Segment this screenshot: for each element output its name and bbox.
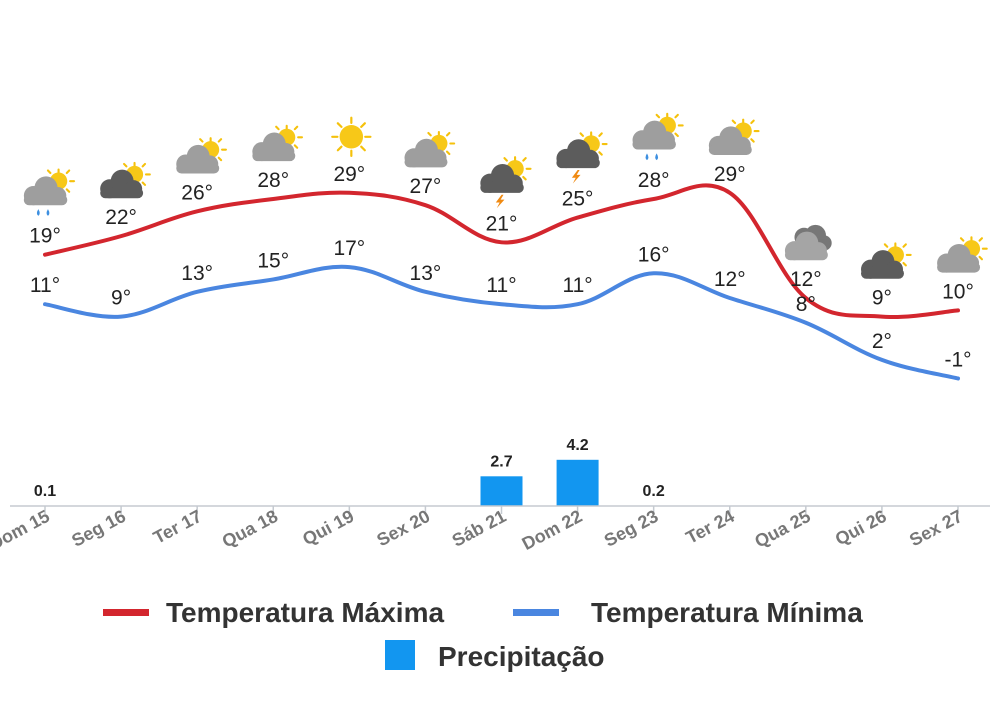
x-tick-label: Sex 27 (906, 506, 966, 550)
legend-precip-swatch (385, 640, 415, 670)
x-tick-label: Ter 24 (683, 506, 738, 548)
precipitation-bars: 0.1 2.7 4.2 0.2 (34, 437, 665, 506)
precip-label: 2.7 (490, 453, 512, 470)
min-temp-line (43, 264, 960, 381)
max-temp-label: 9° (872, 287, 892, 310)
max-temp-label: 22° (105, 206, 137, 229)
legend-max-swatch (103, 609, 149, 616)
min-temp-label: 2° (872, 330, 892, 353)
x-tick-label: Seg 16 (68, 506, 129, 551)
min-temp-label: 13° (181, 262, 213, 285)
cloud-sun-icon (707, 118, 760, 157)
precip-bar (480, 476, 523, 506)
max-temp-label: 21° (486, 212, 518, 235)
min-temp-label: 17° (333, 237, 365, 260)
cloud-sun-icon (251, 124, 304, 163)
cloud-sun-icon (175, 137, 227, 175)
temperature-lines (43, 183, 960, 381)
max-temp-label: 26° (181, 181, 213, 204)
max-temp-label: 29° (714, 163, 746, 186)
max-temp-label: 10° (942, 280, 974, 303)
max-temp-label: 28° (638, 169, 670, 192)
x-tick-label: Qua 18 (219, 506, 281, 552)
x-tick-label: Qui 26 (832, 506, 890, 549)
x-tick-label: Sáb 21 (449, 506, 510, 551)
cloud-sun-icon (403, 130, 456, 169)
max-temp-line (43, 183, 960, 320)
legend: Temperatura Máxima Temperatura Mínima Pr… (103, 597, 863, 672)
max-temp-label: 29° (333, 163, 365, 186)
dark-cloud-sun-icon (859, 242, 912, 280)
min-temp-label: 11° (30, 274, 60, 297)
min-temp-label: 15° (257, 249, 289, 272)
min-temp-label: 9° (111, 287, 131, 310)
legend-min-label: Temperatura Mínima (591, 597, 863, 628)
legend-precip-label: Precipitação (438, 641, 605, 672)
dark-cloud-sun-icon (99, 161, 151, 200)
legend-max-label: Temperatura Máxima (166, 597, 444, 628)
x-tick-label: Sex 20 (374, 506, 434, 550)
precip-label: 0.1 (34, 483, 56, 500)
rain-cloud-sun-icon (22, 168, 76, 217)
precip-label: 0.2 (643, 483, 665, 500)
min-temp-label: 16° (638, 243, 670, 266)
storm-cloud-sun-icon (555, 131, 608, 184)
x-tick-label: Qua 25 (751, 506, 813, 552)
sun-icon (331, 116, 372, 157)
x-axis-ticks: Dom 15 Seg 16 Ter 17 Qua 18 Qui 19 Sex 20 Sáb … (0, 506, 966, 554)
precip-label: 4.2 (566, 437, 588, 454)
legend-min-swatch (513, 609, 559, 616)
x-tick-label: Seg 23 (601, 506, 662, 551)
weather-icons (22, 112, 988, 280)
min-temp-label: 8° (796, 293, 816, 316)
min-temp-label: 11° (562, 274, 592, 297)
storm-cloud-sun-icon (479, 156, 532, 209)
x-tick-label: Ter 17 (150, 506, 205, 548)
cloudy-icon (784, 224, 832, 261)
temperature-labels: 19° 22° 26° 28° 29° 27° 21° 25° 28° 29° 12° 9° 10° 11… (29, 163, 974, 372)
max-temp-label: 25° (562, 188, 594, 211)
max-temp-label: 27° (410, 175, 442, 198)
min-temp-label: 12° (714, 268, 746, 291)
x-tick-label: Qui 19 (299, 506, 357, 549)
min-temp-label: 13° (410, 262, 442, 285)
max-temp-label: 28° (257, 169, 289, 192)
rain-cloud-sun-icon (631, 112, 684, 162)
precip-bar (556, 459, 599, 506)
max-temp-label: 19° (29, 225, 61, 248)
x-tick-label: Dom 15 (0, 506, 53, 554)
max-temp-label: 12° (790, 268, 822, 291)
min-temp-label: -1° (944, 348, 971, 371)
min-temp-label: 11° (486, 274, 516, 297)
cloud-sun-icon (936, 236, 988, 274)
x-tick-label: Dom 22 (519, 506, 586, 554)
